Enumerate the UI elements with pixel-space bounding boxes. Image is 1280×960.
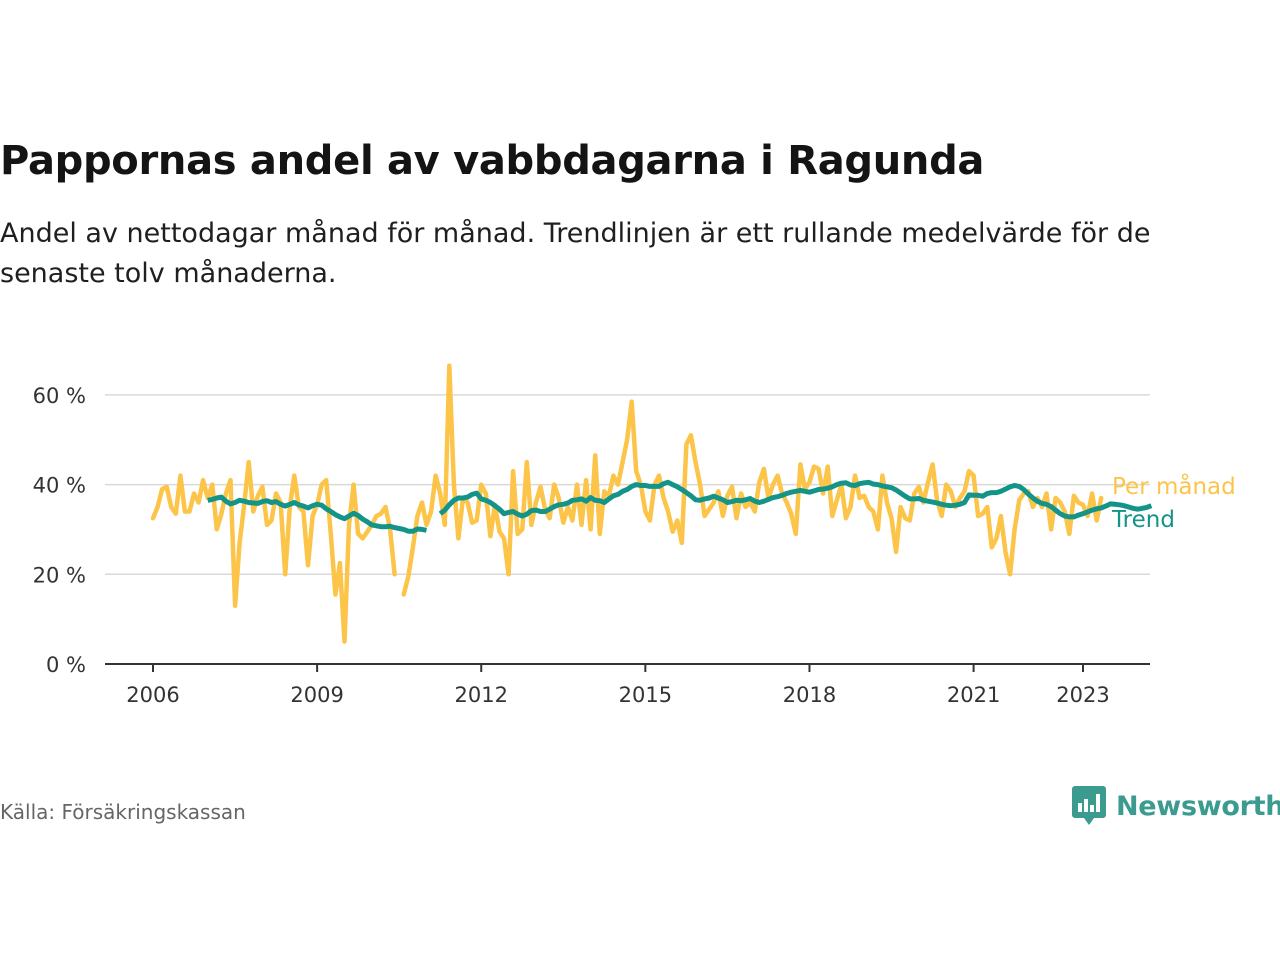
legend-label-per-manad: Per månad: [1112, 472, 1236, 500]
x-tick-label: 2012: [455, 683, 508, 707]
y-tick-label: 60 %: [33, 384, 86, 408]
x-tick-label: 2015: [619, 683, 672, 707]
y-axis: 0 % 20 % 40 % 60 %: [33, 384, 86, 677]
chart-title: Pappornas andel av vabbdagarna i Ragunda: [0, 138, 985, 184]
x-tick-label: 2023: [1056, 683, 1109, 707]
series-line-per-manad: [150, 363, 1104, 644]
y-tick-label: 20 %: [33, 563, 86, 587]
newsworthy-logo: Newsworthy: [1072, 786, 1280, 826]
x-tick-label: 2018: [783, 683, 836, 707]
brand-name: Newsworthy: [1116, 790, 1280, 822]
x-tick-label: 2006: [126, 683, 179, 707]
y-tick-label: 40 %: [33, 474, 86, 498]
x-tick-label: 2021: [947, 683, 1000, 707]
legend: Per månad Trend: [1111, 472, 1236, 533]
newsworthy-logo-icon: [1072, 786, 1106, 825]
series-line-trend: [207, 494, 427, 534]
y-tick-label: 0 %: [46, 653, 86, 677]
x-tick-label: 2009: [290, 683, 343, 707]
legend-label-trend: Trend: [1111, 507, 1175, 533]
series-line-trend: [438, 479, 1153, 520]
x-axis: 2006 2009 2012 2015 2018 2021 2023: [105, 663, 1150, 707]
series-layer: [150, 363, 1153, 644]
source-note: Källa: Försäkringskassan: [0, 800, 246, 824]
chart-subtitle: Andel av nettodagar månad för månad. Tre…: [0, 218, 1151, 289]
